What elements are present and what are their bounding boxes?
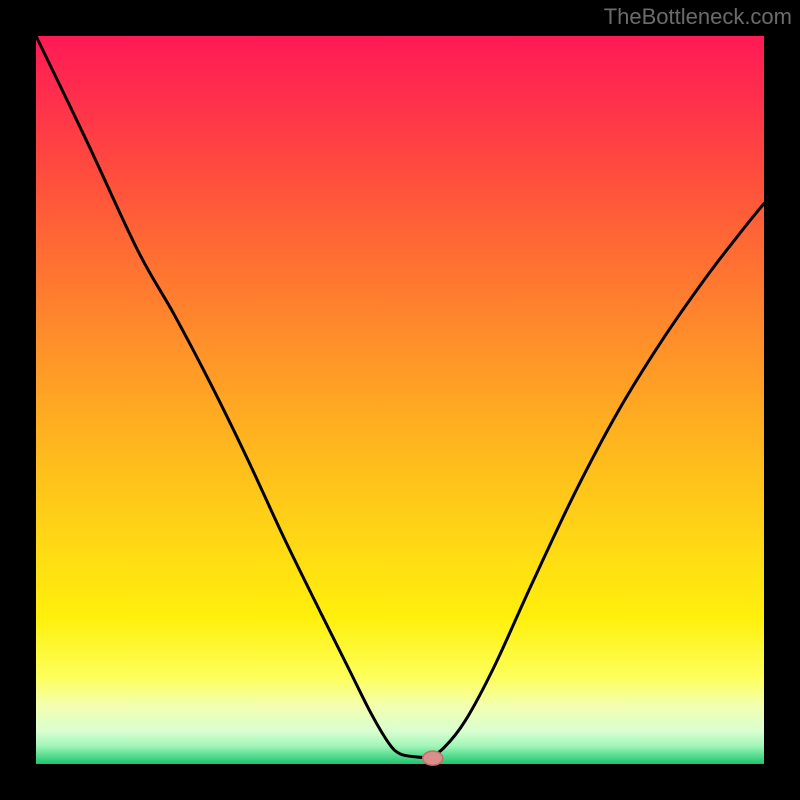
plot-gradient-background <box>36 36 764 764</box>
chart-container: TheBottleneck.com <box>0 0 800 800</box>
watermark-text: TheBottleneck.com <box>604 4 792 30</box>
bottleneck-curve-chart <box>0 0 800 800</box>
optimum-marker <box>423 751 443 765</box>
